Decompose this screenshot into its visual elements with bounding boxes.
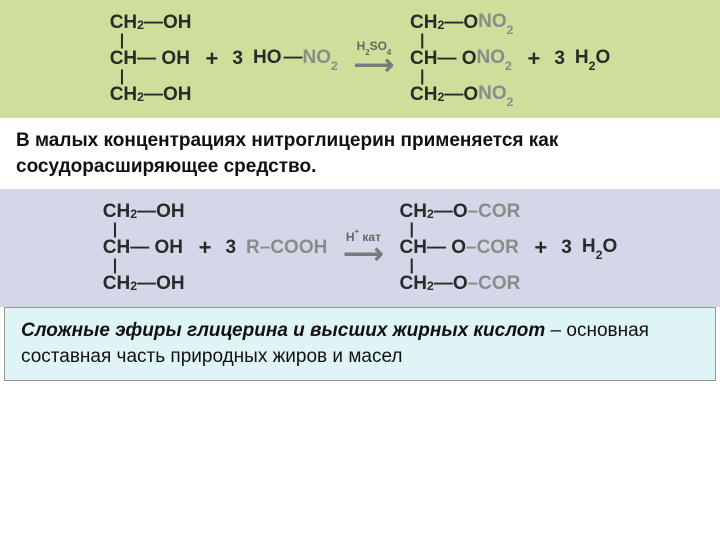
coef-3: 3 (232, 48, 243, 70)
reaction-arrow-1: H2SO4 ⟶ (354, 39, 394, 79)
carboxylic-acid: R–COOH (246, 237, 327, 259)
plus-sign: + (202, 46, 223, 72)
ester-italic-text: Сложные эфиры глицерина и высших жирных … (21, 320, 545, 341)
reaction-arrow-2: H+ кат ⟶ (343, 229, 383, 268)
coef-3-acid: 3 (225, 237, 236, 259)
coef-3-water-2: 3 (561, 237, 572, 259)
nitration-reaction-panel: CH2—OH | CH— OH | CH2—OH + 3 HO—NO2 H2SO… (0, 0, 720, 118)
reaction-1: CH2—OH | CH— OH | CH2—OH + 3 HO—NO2 H2SO… (18, 12, 702, 106)
triglyceride-definition-text: Сложные эфиры глицерина и высших жирных … (4, 307, 716, 380)
glycerol-reactant: CH2—OH | CH— OH | CH2—OH (110, 12, 192, 106)
water-product: H2O (575, 47, 610, 71)
esterification-reaction-panel: CH2—OH | CH— OH | CH2—OH + 3 R–COOH H+ к… (0, 189, 720, 307)
triglyceride-product: CH2—O–COR | CH— O–COR | CH2—O–COR (399, 201, 520, 295)
plus-sign-4: + (530, 235, 551, 261)
nitric-acid: HO—NO2 (253, 47, 338, 71)
plus-sign-3: + (195, 235, 216, 261)
glycerol-reactant-2: CH2—OH | CH— OH | CH2—OH (103, 201, 185, 295)
water-product-2: H2O (582, 236, 617, 260)
nitroglycerin-use-text: В малых концентрациях нитроглицерин прим… (0, 118, 720, 189)
nitroglycerin-product: CH2—ONO2 | CH— ONO2 | CH2—ONO2 (410, 12, 513, 106)
coef-3-water: 3 (554, 48, 565, 70)
reaction-2: CH2—OH | CH— OH | CH2—OH + 3 R–COOH H+ к… (18, 201, 702, 295)
plus-sign-2: + (523, 46, 544, 72)
